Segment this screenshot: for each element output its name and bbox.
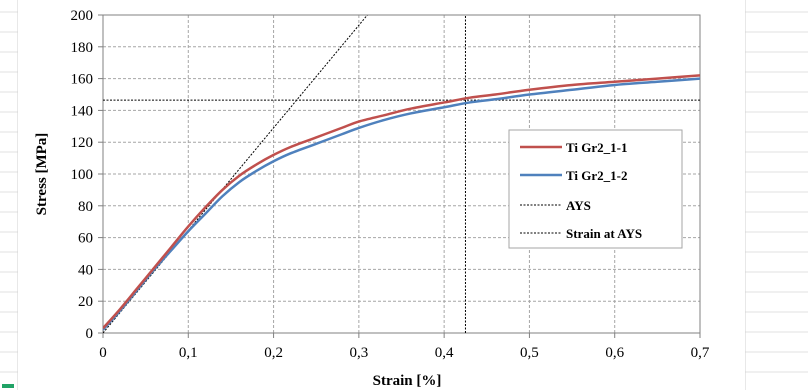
y-tick-label: 140 <box>71 103 94 119</box>
x-tick-label: 0,5 <box>520 345 539 361</box>
y-tick-label: 160 <box>71 72 94 88</box>
y-tick-label: 200 <box>71 8 94 24</box>
y-tick-label: 60 <box>78 231 93 247</box>
series-line-unnamed <box>103 15 368 333</box>
data-series <box>103 15 700 333</box>
y-tick-label: 180 <box>71 40 94 56</box>
legend-label-series-1: Ti Gr2_1-1 <box>566 140 628 155</box>
series-line-ti-gr2-1-1 <box>103 74 700 330</box>
y-tick-label: 100 <box>71 167 94 183</box>
legend-label-series-2: Ti Gr2_1-2 <box>566 168 628 183</box>
y-axis-ticks: 0 20 40 60 80 100 120 140 160 180 200 <box>71 8 103 342</box>
legend-box <box>508 129 683 249</box>
legend[interactable]: Ti Gr2_1-1 Ti Gr2_1-2 AYS Strain at AYS <box>508 129 683 249</box>
x-tick-label: 0,7 <box>691 345 710 361</box>
x-tick-label: 0,3 <box>349 345 368 361</box>
x-tick-label: 0,6 <box>605 345 624 361</box>
y-tick-label: 120 <box>71 135 94 151</box>
sheet-row-marker <box>2 384 14 388</box>
series-line-ti-gr2-1-2 <box>103 77 700 331</box>
x-tick-label: 0 <box>99 345 107 361</box>
y-axis-label: Stress [MPa] <box>34 133 50 216</box>
x-tick-label: 0,4 <box>435 345 454 361</box>
y-tick-label: 80 <box>78 199 93 215</box>
y-tick-label: 20 <box>78 294 93 310</box>
y-tick-label: 40 <box>78 262 93 278</box>
x-axis-label: Strain [%] <box>373 373 442 389</box>
x-axis-ticks: 0 0,1 0,2 0,3 0,4 0,5 0,6 0,7 <box>99 333 710 361</box>
legend-label-ays: AYS <box>566 198 591 213</box>
y-tick-label: 0 <box>86 326 94 342</box>
x-tick-label: 0,2 <box>264 345 283 361</box>
legend-label-strain-at-ays: Strain at AYS <box>566 226 642 241</box>
x-tick-label: 0,1 <box>179 345 198 361</box>
